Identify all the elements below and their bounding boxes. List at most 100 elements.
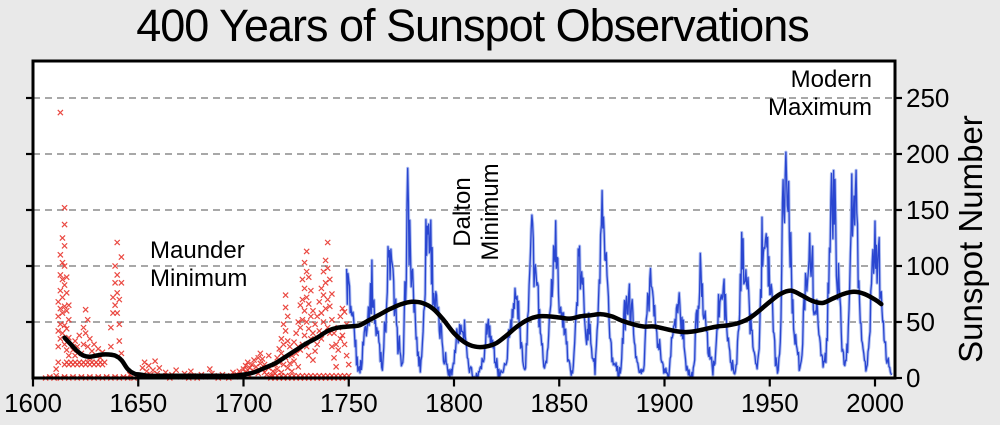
scatter-x-marker [86, 335, 93, 342]
x-tick-label: 1750 [320, 388, 378, 418]
sunspot-line [345, 151, 893, 379]
scatter-x-marker [326, 303, 333, 310]
scatter-x-marker [141, 359, 148, 366]
scatter-x-marker [59, 234, 66, 242]
scatter-x-marker [295, 318, 302, 326]
scatter-x-marker [284, 364, 291, 371]
scatter-x-marker [152, 358, 159, 365]
x-tick-label: 1950 [741, 388, 799, 418]
scatter-x-marker [63, 307, 70, 314]
scatter-x-marker [55, 298, 62, 305]
scatter-x-marker [257, 360, 264, 367]
scatter-x-marker [295, 363, 302, 370]
y-tick-label: 150 [906, 195, 949, 225]
scatter-x-marker [116, 321, 123, 328]
scatter-x-marker [76, 332, 83, 339]
x-tick-label: 1650 [109, 388, 167, 418]
scatter-x-marker [116, 296, 123, 303]
scatter-x-marker [57, 335, 64, 342]
y-axis-label: Sunspot Number [952, 115, 989, 363]
scatter-x-marker [320, 318, 327, 326]
scatter-x-marker [307, 287, 314, 294]
scatter-x-marker [343, 352, 350, 359]
scatter-x-marker [330, 354, 338, 361]
scatter-x-marker [82, 306, 89, 313]
scatter-x-marker [320, 268, 327, 275]
scatter-x-marker [63, 346, 70, 354]
scatter-x-marker [118, 350, 125, 357]
smoothed-trend-line [62, 288, 884, 379]
scatter-x-marker [322, 305, 329, 312]
scatter-x-marker [84, 343, 91, 350]
scatter-x-marker [156, 364, 163, 371]
scatter-x-marker [61, 282, 68, 289]
scatter-x-marker [290, 339, 298, 346]
scatter-x-marker [109, 294, 117, 301]
scatter-x-marker [259, 355, 266, 362]
scatter-x-marker [61, 221, 68, 228]
annotation-modern-maximum: Modern Maximum [768, 66, 872, 122]
scatter-x-marker [303, 294, 310, 301]
scatter-x-marker [59, 276, 66, 283]
scatter-x-marker [112, 302, 119, 309]
scatter-x-marker [57, 305, 64, 312]
x-tick-label: 2000 [846, 388, 904, 418]
annotation-maunder-line1: Maunder [150, 237, 245, 264]
scatter-x-marker [61, 262, 68, 270]
y-tick-label: 50 [906, 307, 935, 337]
scatter-x-marker [80, 341, 87, 348]
scatter-x-marker [57, 321, 64, 328]
scatter-x-marker [65, 352, 72, 359]
scatter-x-marker [328, 290, 335, 298]
scatter-x-marker [206, 366, 213, 373]
scatter-x-marker [72, 352, 79, 359]
scatter-x-marker [328, 343, 335, 350]
scatter-x-marker [145, 362, 152, 369]
scatter-x-marker [282, 292, 289, 299]
scatter-x-marker [257, 350, 264, 357]
annotation-maunder-minimum: Maunder Minimum [150, 237, 247, 293]
scatter-x-marker [149, 367, 157, 374]
scatter-x-marker [59, 259, 66, 266]
scatter-x-marker [339, 305, 346, 312]
scatter-x-marker [333, 363, 340, 370]
scatter-x-marker [293, 330, 300, 337]
scatter-x-marker [303, 268, 310, 275]
scatter-x-marker [312, 321, 319, 328]
scatter-x-marker [82, 330, 89, 337]
scatter-x-marker [286, 343, 293, 350]
scatter-x-marker [309, 357, 316, 364]
scatter-x-marker [290, 358, 298, 365]
scatter-x-marker [278, 350, 285, 357]
scatter-x-marker [53, 366, 60, 373]
scatter-x-marker [288, 368, 295, 375]
y-tick-label: 0 [906, 363, 920, 393]
scatter-x-marker [57, 271, 64, 278]
scatter-x-marker [322, 279, 329, 286]
scatter-x-marker [263, 371, 270, 378]
scatter-x-marker [341, 308, 348, 315]
scatter-x-marker [251, 357, 258, 364]
scatter-x-marker [107, 324, 114, 331]
scatter-x-marker [173, 367, 180, 374]
scatter-x-marker [242, 362, 249, 369]
scatter-x-marker [301, 307, 308, 314]
scatter-x-marker [114, 239, 121, 246]
scatter-x-marker [80, 324, 87, 331]
scatter-x-marker [118, 254, 125, 261]
chart-title: 400 Years of Sunspot Observations [136, 0, 809, 51]
x-tick-label: 1800 [425, 388, 483, 418]
scatter-x-marker [280, 361, 287, 368]
scatter-x-marker [280, 341, 287, 348]
scatter-x-marker [278, 335, 285, 342]
scatter-x-marker [284, 338, 291, 345]
scatter-x-marker [265, 352, 272, 359]
scatter-x-marker [339, 332, 346, 339]
x-tick-label: 1900 [636, 388, 694, 418]
scatter-x-marker [63, 274, 70, 281]
scatter-x-marker [112, 279, 119, 286]
scatter-x-marker [274, 366, 281, 373]
scatter-x-marker [63, 289, 70, 296]
scatter-x-marker [88, 348, 95, 355]
